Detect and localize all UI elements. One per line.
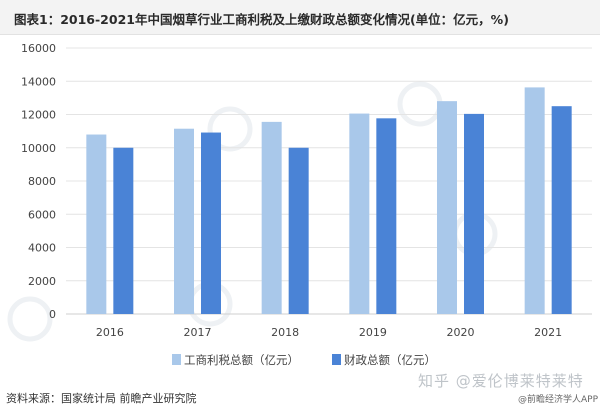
y-tick-label: 0	[49, 308, 56, 321]
bar-fiscal-2021	[551, 106, 572, 314]
bar-profit-tax-2017	[174, 128, 194, 314]
bar-fiscal-2020	[464, 113, 484, 314]
y-tick-label: 4000	[28, 242, 56, 255]
watermark-logo-icon	[397, 81, 443, 127]
x-tick-label: 2019	[359, 326, 387, 339]
title-bar: 图表1：2016-2021年中国烟草行业工商利税及上缴财政总额变化情况(单位：亿…	[0, 0, 600, 35]
bar-profit-tax-2016	[86, 134, 107, 314]
watermark-logo-icon	[7, 296, 53, 342]
watermark-logo-icon	[207, 106, 253, 152]
legend-swatch	[332, 354, 341, 365]
y-tick-label: 8000	[28, 175, 56, 188]
x-tick-label: 2018	[271, 326, 299, 339]
legend-swatch	[172, 354, 181, 365]
app-credit: @前瞻经济学人APP	[518, 395, 599, 405]
bar-fiscal-2017	[201, 132, 221, 314]
x-tick-label: 2017	[184, 326, 212, 339]
bar-profit-tax-2021	[524, 87, 545, 314]
bar-profit-tax-2019	[349, 113, 370, 314]
chart-title: 图表1：2016-2021年中国烟草行业工商利税及上缴财政总额变化情况(单位：亿…	[14, 12, 509, 27]
x-axis-ticks: 2016 2017 2018 2019 2020 2021	[96, 326, 562, 339]
y-tick-label: 6000	[28, 208, 56, 221]
y-axis-ticks: 0 2000 4000 6000 8000 10000 12000 14000 16000	[21, 42, 56, 321]
source-note: 资料来源：国家统计局 前瞻产业研究院	[6, 392, 197, 405]
y-tick-label: 16000	[21, 42, 56, 55]
x-tick-label: 2020	[447, 326, 475, 339]
bar-fiscal-2019	[376, 118, 397, 314]
watermark-logos	[7, 81, 498, 342]
grid-lines	[66, 47, 592, 315]
x-tick-label: 2016	[96, 326, 124, 339]
y-tick-label: 12000	[21, 109, 56, 122]
zhihu-watermark: 知乎 @爱伦博莱特莱特	[418, 372, 584, 390]
y-tick-label: 10000	[21, 142, 56, 155]
bar-fiscal-2018	[288, 147, 309, 314]
legend-label: 财政总额（亿元）	[344, 353, 436, 367]
bar-profit-tax-2020	[437, 101, 457, 315]
y-tick-label: 2000	[28, 275, 56, 288]
x-tick-label: 2021	[534, 326, 562, 339]
bar-chart: 0 2000 4000 6000 8000 10000 12000 14000 16000 20…	[7, 42, 592, 367]
legend: 工商利税总额（亿元） 财政总额（亿元）	[172, 353, 436, 367]
y-tick-label: 14000	[21, 75, 56, 88]
bars	[86, 87, 572, 315]
bar-profit-tax-2018	[261, 121, 282, 314]
legend-label: 工商利税总额（亿元）	[184, 353, 299, 367]
bar-fiscal-2016	[113, 147, 134, 314]
